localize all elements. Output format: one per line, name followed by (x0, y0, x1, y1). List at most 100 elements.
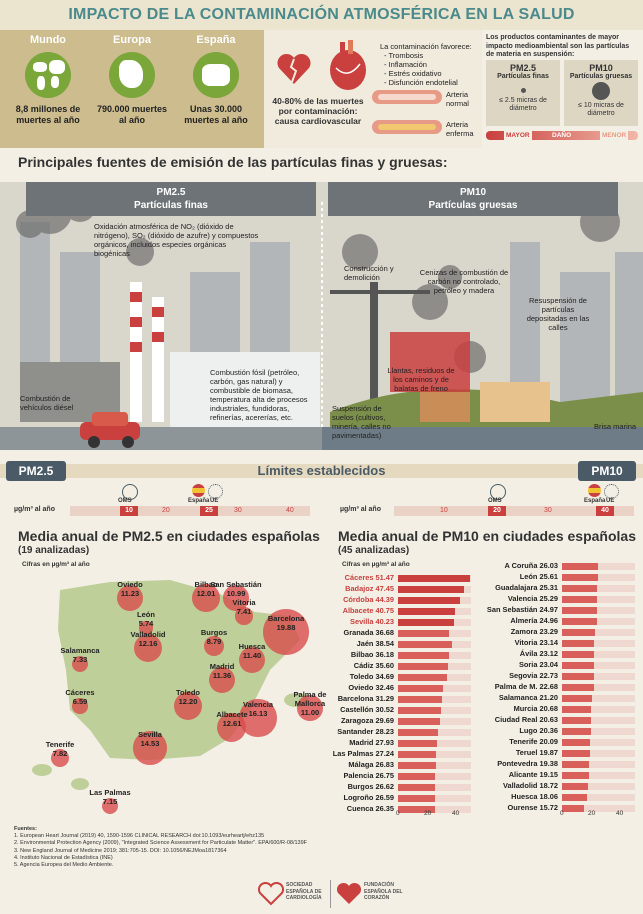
pm25-city-label: Barcelona 19.88 (256, 614, 316, 632)
city-name: Oviedo (117, 580, 143, 589)
pm10-bar-track (562, 705, 635, 713)
pm25-bubble (223, 585, 249, 611)
city-name: Valladolid (130, 630, 166, 639)
logo-divider (330, 880, 331, 908)
pm25-bubble (101, 797, 119, 815)
city-value: 14.53 (140, 739, 160, 748)
pm10-city-label: Cádiz 35.60 (353, 661, 394, 670)
ue-label: UE (606, 498, 615, 504)
pm10-bar (562, 782, 589, 790)
pm10-tick: 10 (440, 507, 448, 514)
pm10-bar (398, 750, 437, 758)
pm10-bar (562, 760, 590, 768)
pm10-bar (562, 628, 595, 636)
pm10-bar-track (562, 661, 635, 669)
source-construccion: Construcción y demolición (344, 264, 394, 282)
damage-label: DAÑO (552, 132, 572, 139)
pm25-bubble (72, 698, 88, 714)
pm10-bar (562, 694, 592, 702)
limits-title: Límites establecidos (257, 463, 386, 478)
cardiovascular-percent: 40-80% de las muertes por contaminación:… (272, 96, 364, 126)
city-value: 12.61 (222, 719, 242, 728)
pm10-city-label: Lugo 20.36 (519, 726, 558, 735)
pm25-bubble (297, 695, 323, 721)
pm10-bar-track (562, 716, 635, 724)
damage-menor: MENOR (600, 131, 629, 140)
pm10-bar-track (562, 760, 635, 768)
pm10-bar (562, 617, 597, 625)
region-deaths: 790.000 muertes al año (96, 104, 168, 125)
pm10-bar (398, 761, 436, 769)
pm25-city-label: Toledo 12.20 (158, 688, 218, 706)
pm25-scale (70, 506, 310, 516)
region-deaths: 8,8 millones de muertes al año (15, 104, 81, 125)
pm-compare-title: Los productos contaminantes de mayor imp… (486, 34, 630, 58)
pm10-bar (398, 717, 440, 725)
pm10-bar (562, 606, 597, 614)
pm10-bar-track (562, 782, 635, 790)
oms-label: OMS (118, 498, 132, 504)
pm-compare-panel: Los productos contaminantes de mayor imp… (482, 30, 643, 148)
pm10-bar (562, 584, 598, 592)
pm25-tick-oms: 10 (120, 506, 138, 516)
favorece-title: La contaminación favorece: (380, 42, 472, 51)
spain-label: España (584, 498, 606, 504)
city-name: Las Palmas (89, 788, 131, 797)
pm10-city-label: Córdoba 44.39 (343, 595, 394, 604)
pm10-city-label: Salamanca 21.20 (498, 693, 558, 702)
pm10-bar-track (562, 606, 635, 614)
pm10-bar (562, 749, 590, 757)
pm25-bubble (208, 666, 236, 694)
pm10-bar (398, 783, 436, 791)
pm10-city-label: Cuenca 26.35 (346, 804, 394, 813)
pm25-bubble (217, 713, 247, 743)
pm25-city-label: Palma de Mallorca 11.00 (280, 690, 340, 717)
pm25-bubble (263, 609, 309, 655)
city-name: San Sebastián (210, 580, 262, 589)
pm10-city-label: León 25.61 (519, 572, 558, 581)
pm25-card: PM2.5 Partículas finas ≤ 2.5 micras de d… (486, 60, 560, 126)
pm25-map-subtitle: (19 analizadas) (18, 545, 90, 556)
pm10-city-label: Guadalajara 25.31 (495, 583, 558, 592)
reference-item: 1. European Heart Journal (2019) 40, 159… (14, 833, 265, 840)
reference-item: 3. New England Journal of Medicine 2019;… (14, 847, 227, 854)
pm25-city-label: Sevilla 14.53 (120, 730, 180, 748)
pm25-bubble (139, 621, 153, 635)
limits-panel: PM2.5 PM10 Límites establecidos µg/m³ al… (0, 458, 643, 518)
pm10-size: ≤ 10 micras de diámetro (578, 102, 624, 117)
pm10-axis-tick: 0 (396, 810, 400, 817)
reference-item: 4. Instituto Nacional de Estadística (IN… (14, 854, 113, 861)
pm10-tick-ue: 40 (596, 506, 614, 516)
large-particle-icon (592, 82, 610, 100)
pm25-bubble (203, 635, 225, 657)
city-value: 7.41 (236, 607, 252, 616)
pm10-chart-unit: Cifras en µg/m³ al año (342, 561, 410, 568)
pm10-bar (398, 706, 441, 714)
pm10-bar (398, 728, 438, 736)
pm10-bar (562, 639, 595, 647)
city-illustration (0, 182, 643, 450)
city-name: Valencia (242, 700, 274, 709)
spain-flag-icon (588, 484, 601, 497)
pm10-city-label: Ávila 23.12 (519, 649, 558, 658)
pm10-city-label: Tenerife 20.09 (509, 737, 558, 746)
pm25-map-unit: Cifras en µg/m³ al año (22, 561, 90, 568)
pm10-city-label: Soria 23.04 (518, 660, 558, 669)
favorece-list: La contaminación favorece: - Trombosis -… (380, 42, 480, 87)
pm10-card: PM10 Partículas gruesas ≤ 10 micras de d… (564, 60, 638, 126)
source-brisa: Brisa marina (594, 422, 637, 431)
pm10-bar-track (562, 639, 635, 647)
small-particle-icon (520, 88, 526, 93)
city-name: Bilbao (194, 580, 218, 589)
pm25-city-label: Cáceres 6.59 (50, 688, 110, 706)
pm10-city-label: Burgos 26.62 (347, 782, 394, 791)
pm10-bar (398, 629, 450, 637)
pm25-bubble (134, 634, 162, 662)
pm10-bar (398, 618, 455, 626)
city-value: 11.00 (300, 708, 320, 717)
city-name: Burgos (200, 628, 228, 637)
pm10-bar-track (562, 727, 635, 735)
city-value: 11.36 (212, 671, 232, 680)
heart-organ-icon (326, 40, 370, 97)
pm10-label: PM10 (589, 63, 613, 73)
